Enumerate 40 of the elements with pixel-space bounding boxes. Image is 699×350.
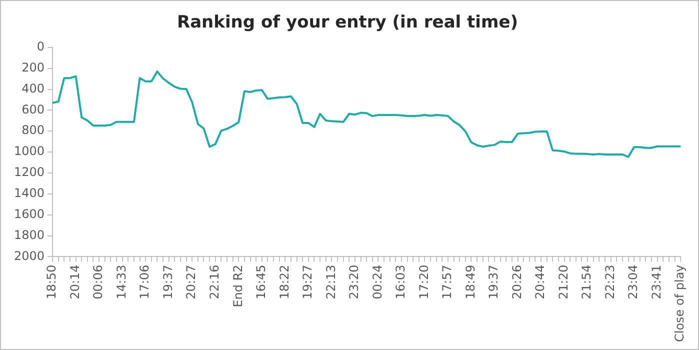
x-tick-label: 21:20	[556, 264, 570, 300]
x-tick-label: Close of play	[672, 264, 687, 342]
x-tick-label: 16:45	[254, 264, 268, 300]
x-tick-label: 17:20	[416, 264, 431, 300]
x-tick-label: 22:13	[324, 264, 338, 300]
y-tick-label: 800	[22, 123, 45, 138]
y-tick-label: 400	[22, 81, 45, 96]
x-tick-label: 20:27	[184, 264, 198, 300]
x-tick-label: 20:26	[510, 264, 524, 300]
x-tick-label: 21:54	[580, 264, 594, 300]
y-tick-label: 600	[22, 102, 45, 116]
x-tick-label: 18:50	[44, 264, 59, 300]
y-tick-label: 2000	[14, 248, 45, 263]
x-tick-label: 14:33	[114, 264, 128, 300]
x-tick-label: 19:37	[486, 264, 501, 300]
x-tick-label: 19:37	[160, 264, 175, 300]
x-tick-label: 20:44	[533, 264, 548, 300]
chart-title: Ranking of your entry (in real time)	[176, 12, 518, 33]
y-tick-label: 200	[22, 60, 45, 74]
y-tick-label: 1200	[14, 165, 45, 180]
y-tick-label: 1000	[14, 144, 45, 158]
x-tick-label: 18:49	[463, 264, 478, 300]
y-tick-label: 0	[36, 40, 45, 54]
x-tick-label: 23:04	[626, 264, 640, 300]
x-tick-label: 16:03	[394, 264, 408, 300]
y-tick-label: 1800	[14, 228, 45, 242]
y-tick-label: 1600	[14, 206, 45, 221]
x-tick-label: 23:20	[347, 264, 362, 300]
x-tick-label: 00:24	[370, 264, 384, 300]
x-tick-label: End R2	[230, 264, 245, 308]
x-tick-label: 19:27	[300, 264, 315, 300]
y-tick-label: 1400	[14, 186, 45, 200]
x-tick-label: 00:06	[91, 264, 106, 300]
x-tick-label: 22:16	[207, 264, 222, 300]
x-tick-label: 23:41	[649, 264, 664, 300]
x-tick-label: 22:23	[602, 264, 617, 300]
x-tick-label: 17:57	[440, 264, 454, 300]
x-tick-label: 17:06	[138, 264, 152, 300]
x-tick-label: 20:14	[68, 264, 82, 300]
x-tick-label: 18:22	[277, 264, 292, 300]
